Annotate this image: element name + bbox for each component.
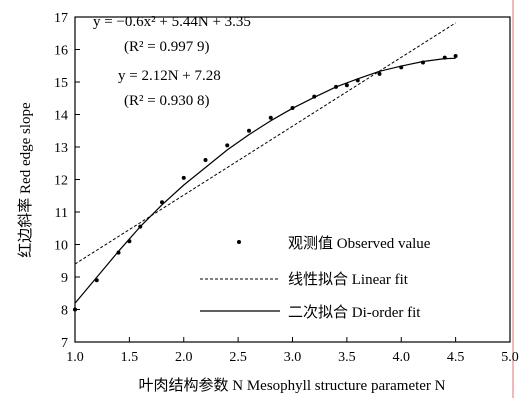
y-tick-label: 11 [55,206,68,221]
y-tick-label: 10 [54,239,68,254]
linear-fit-line [74,22,456,265]
y-tick-label: 9 [61,271,68,286]
quadratic-r2: (R² = 0.997 9) [124,39,209,55]
observed-point [73,307,77,312]
observed-point [453,54,458,58]
x-tick-label: 2.5 [229,350,247,365]
quadratic-fit-line [74,57,456,304]
y-tick-label: 17 [54,11,68,26]
x-axis-title: 叶肉结构参数 N Mesophyll structure parameter N [138,377,445,394]
y-tick-label: 12 [54,174,68,189]
legend: 观测值 Observed value 线性拟合 Linear fit 二次拟合 … [200,235,431,321]
observed-point [247,128,251,133]
x-tick-label: 5.0 [501,350,519,365]
observed-point [225,143,230,148]
x-tick-label: 1.5 [121,350,139,365]
legend-observed-label: 观测值 Observed value [288,235,431,252]
observed-point [344,83,349,88]
legend-quadratic-label: 二次拟合 Di-order fit [288,304,421,321]
x-tick-label: 4.0 [393,350,411,365]
observed-point [181,175,186,180]
observed-point [377,71,382,76]
y-tick-label: 16 [54,44,68,59]
x-tick-label: 4.5 [447,350,465,365]
x-tick-label: 2.0 [175,350,193,365]
x-tick-label: 3.0 [284,350,302,365]
observed-point [268,115,273,120]
y-axis-title: 红边斜率 Red edge slope [17,102,34,258]
observed-point [203,158,208,162]
quadratic-equation: y = −0.6x² + 5.44N + 3.35 [93,14,251,30]
y-tick-label: 8 [61,304,68,319]
linear-r2: (R² = 0.930 8) [124,93,209,109]
x-tick-label: 3.5 [338,350,356,365]
legend-linear-label: 线性拟合 Linear fit [288,271,409,288]
legend-observed-marker [237,240,241,244]
y-tick-label: 13 [54,141,68,156]
y-tick-label: 7 [61,336,68,351]
y-axis-ticks: 7 8 9 10 11 12 13 14 15 16 17 [54,11,80,351]
linear-equation: y = 2.12N + 7.28 [118,68,221,84]
series-layer [73,22,458,312]
y-tick-label: 14 [54,109,68,124]
y-tick-label: 15 [54,76,68,91]
x-axis-ticks: 1.0 1.5 2.0 2.5 3.0 3.5 4.0 4.5 5.0 [66,337,519,365]
plot-frame [74,16,511,343]
x-tick-label: 1.0 [66,350,84,365]
